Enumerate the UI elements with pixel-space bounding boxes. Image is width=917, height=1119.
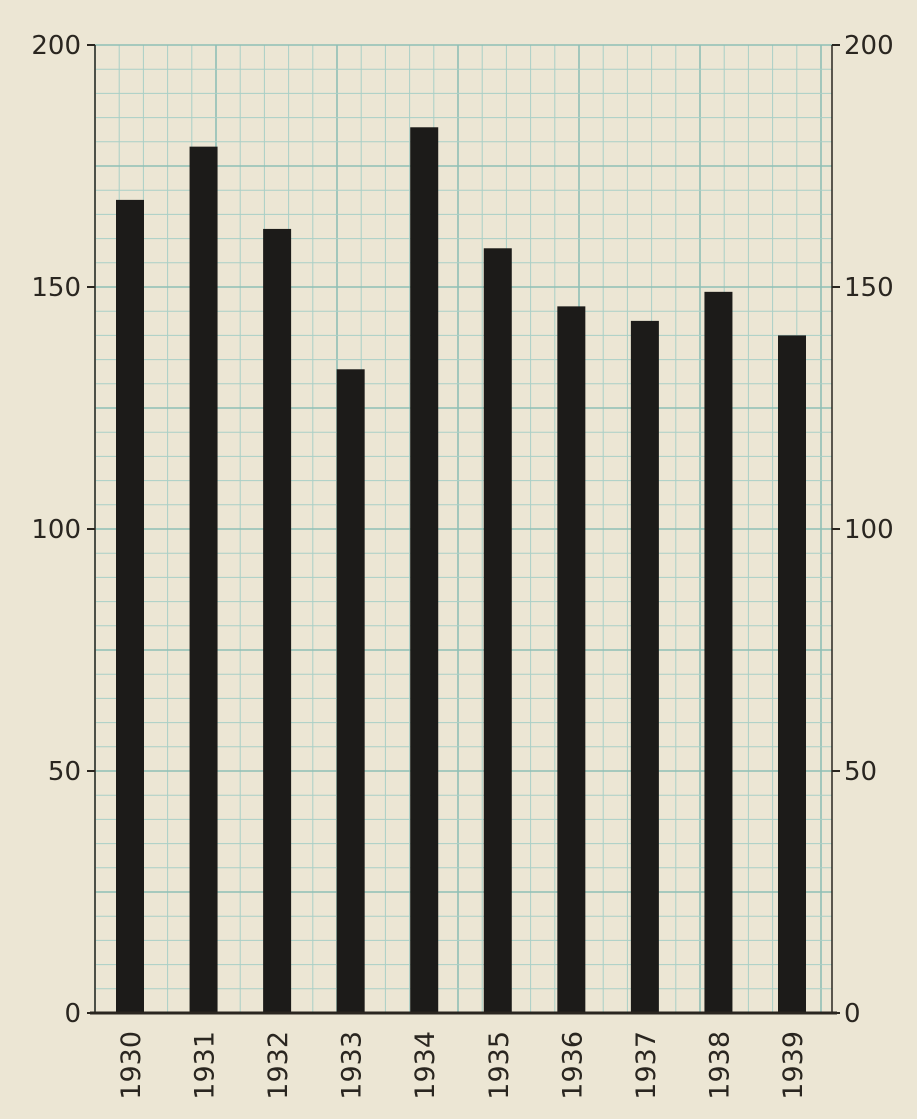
x-tick-label: 1933: [337, 1031, 368, 1100]
y-tick-label-left: 0: [64, 999, 81, 1029]
bar-1939: [778, 335, 806, 1013]
y-tick-label-right: 50: [844, 757, 877, 787]
x-tick-label: 1939: [778, 1031, 809, 1100]
x-tick-label: 1935: [484, 1031, 515, 1100]
x-tick-labels: 1930 1931 1932 1933 1934 1935 1936 1937 1938 1939: [116, 1031, 809, 1100]
x-tick-label: 1938: [704, 1031, 735, 1100]
y-tick-label-right: 0: [844, 999, 861, 1029]
y-tick-label-right: 150: [844, 273, 894, 303]
bars-group: [116, 127, 806, 1014]
y-tick-label-left: 150: [31, 273, 81, 303]
bar-1933: [336, 369, 365, 1013]
x-tick-label: 1936: [557, 1031, 588, 1100]
bar-1937: [630, 320, 659, 1013]
x-tick-label: 1937: [631, 1031, 662, 1100]
x-tick-label: 1931: [190, 1031, 221, 1100]
y-tick-label-left: 50: [48, 757, 81, 787]
left-tick-labels: 0 50 100 150 200: [31, 31, 81, 1029]
bar-1938: [704, 291, 733, 1014]
y-tick-label-left: 100: [31, 515, 81, 545]
y-tick-label-right: 200: [844, 31, 894, 61]
bar-1935: [483, 248, 512, 1013]
bar-1931: [189, 146, 218, 1013]
y-tick-label-right: 100: [844, 515, 894, 545]
bar-1932: [263, 228, 292, 1014]
bar-1930: [116, 199, 144, 1013]
bar-1934: [410, 127, 439, 1013]
bar-1936: [557, 306, 586, 1013]
y-tick-label-left: 200: [31, 31, 81, 61]
axes-group: [87, 44, 840, 1015]
right-tick-labels: 0 50 100 150 200: [844, 31, 894, 1029]
x-tick-label: 1930: [116, 1031, 147, 1100]
x-tick-label: 1934: [410, 1031, 441, 1100]
x-tick-label: 1932: [263, 1031, 294, 1100]
